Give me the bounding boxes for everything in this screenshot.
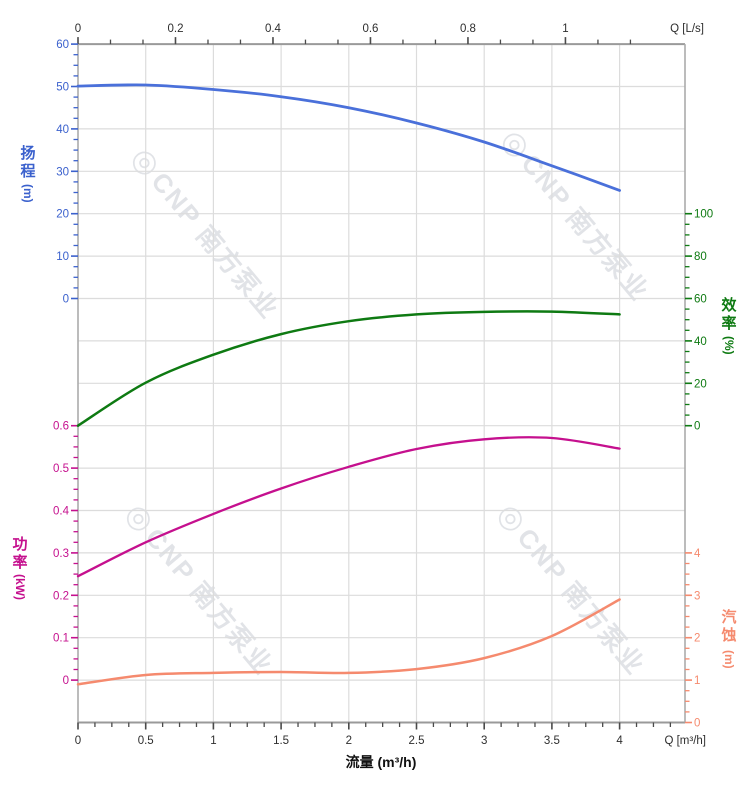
bottom-axis-tick-label: 0: [75, 735, 81, 747]
watermark-layer: ◎CNP 南方泵业◎CNP 南方泵业◎CNP 南方泵业◎CNP 南方泵业: [119, 123, 657, 681]
svg-text:扬: 扬: [20, 144, 35, 162]
bottom-flow-axis: 0 0.5 1 1.5 2 2.5 3 3.5 4 Q [m³/h] 流量 (m³/h): [75, 722, 706, 770]
svg-text:率: 率: [721, 314, 736, 332]
power-curve: [76, 436, 621, 578]
svg-text:(m): (m): [21, 184, 35, 203]
head-tick-label: 10: [56, 251, 69, 263]
bottom-axis-tick-label: 0.5: [138, 735, 154, 747]
top-axis-tick-label: 0.4: [265, 23, 282, 35]
bottom-axis-tick-label: 1.5: [273, 735, 289, 747]
head-tick-label: 30: [56, 166, 69, 178]
efficiency-tick-label: 40: [694, 336, 707, 348]
efficiency-tick-label: 80: [694, 251, 707, 263]
top-axis-tick-label: 0: [75, 23, 81, 35]
npsh-tick-label: 1: [694, 675, 700, 687]
svg-text:率: 率: [12, 553, 27, 571]
top-axis-tick-label: 0.8: [460, 23, 476, 35]
npsh-axis-title: 汽蚀 (m): [720, 608, 736, 669]
svg-text:(m): (m): [722, 650, 736, 669]
power-tick-label: 0.5: [53, 463, 69, 475]
npsh-tick-label: 0: [694, 718, 700, 730]
npsh-axis: 0 1 2 3 4 汽蚀 (m): [685, 548, 737, 730]
svg-text:程: 程: [20, 163, 35, 180]
top-axis-unit-label: Q [L/s]: [670, 23, 704, 35]
efficiency-curve: [76, 310, 621, 427]
bottom-axis-tick-label: 4: [616, 735, 623, 747]
bottom-axis-tick-label: 2: [346, 735, 352, 747]
efficiency-tick-label: 0: [694, 421, 700, 433]
bottom-axis-unit-label: Q [m³/h]: [664, 735, 706, 747]
cnp-watermark: ◎CNP 南方泵业: [119, 497, 281, 681]
head-axis-title: 扬程 (m): [20, 144, 35, 203]
top-axis-tick-label: 1: [562, 23, 568, 35]
head-tick-label: 60: [56, 39, 69, 51]
head-curve: [76, 83, 621, 192]
cnp-watermark: ◎CNP 南方泵业: [491, 497, 653, 681]
power-tick-label: 0.2: [53, 590, 69, 602]
bottom-axis-tick-label: 3.5: [544, 735, 560, 747]
cnp-watermark: ◎CNP 南方泵业: [495, 123, 657, 307]
svg-text:(%): (%): [722, 336, 736, 355]
bottom-axis-tick-label: 1: [210, 735, 216, 747]
power-tick-label: 0: [63, 675, 69, 687]
head-tick-label: 20: [56, 209, 69, 221]
svg-text:蚀: 蚀: [720, 626, 736, 644]
efficiency-axis-title: 效率 (%): [721, 296, 737, 355]
npsh-tick-label: 3: [694, 590, 700, 602]
svg-text:汽: 汽: [721, 608, 736, 626]
bottom-axis-tick-label: 3: [481, 735, 487, 747]
svg-text:功: 功: [12, 536, 27, 553]
grid: [78, 44, 685, 723]
svg-text:效: 效: [721, 296, 737, 314]
efficiency-axis: 0 20 40 60 80 100 效率 (%): [685, 209, 737, 433]
power-tick-label: 0.4: [53, 506, 70, 518]
npsh-tick-label: 4: [694, 548, 701, 560]
head-tick-label: 40: [56, 124, 69, 136]
top-axis-tick-label: 0.6: [362, 23, 378, 35]
npsh-curve: [76, 598, 621, 686]
curves: [76, 83, 621, 686]
power-tick-label: 0.6: [53, 421, 69, 433]
npsh-tick-label: 2: [694, 633, 700, 645]
top-axis-tick-label: 0.2: [167, 23, 183, 35]
power-tick-label: 0.1: [53, 633, 69, 645]
head-axis: 0 10 20 30 40 50 60 扬程 (m): [20, 39, 78, 306]
efficiency-tick-label: 20: [694, 378, 707, 390]
power-tick-label: 0.3: [53, 548, 69, 560]
bottom-axis-tick-label: 2.5: [409, 735, 425, 747]
head-tick-label: 50: [56, 82, 69, 94]
efficiency-tick-label: 60: [694, 294, 707, 306]
power-axis: 0 0.1 0.2 0.3 0.4 0.5 0.6 功率 (kW): [12, 421, 78, 687]
svg-text:(kW): (kW): [13, 574, 27, 600]
top-flow-axis: 0 0.2 0.4 0.6 0.8 1 Q [L/s]: [75, 23, 704, 45]
x-axis-title: 流量 (m³/h): [346, 754, 417, 770]
head-tick-label: 0: [63, 294, 69, 306]
efficiency-tick-label: 100: [694, 209, 713, 221]
power-axis-title: 功率 (kW): [12, 536, 27, 600]
